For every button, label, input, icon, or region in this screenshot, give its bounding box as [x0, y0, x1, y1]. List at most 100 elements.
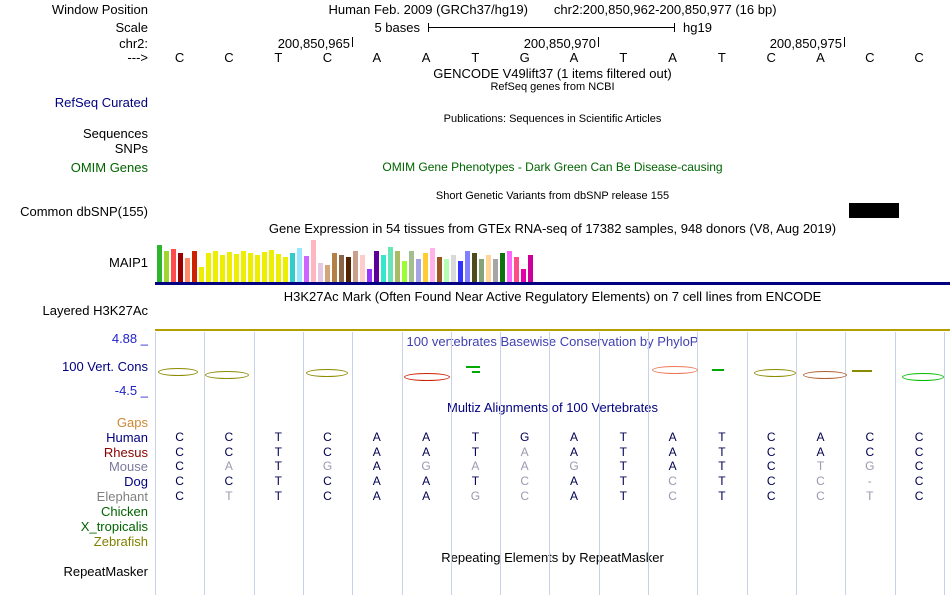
left-label-gaps[interactable]: Gaps — [116, 415, 148, 430]
left-label-chicken[interactable]: Chicken — [101, 504, 148, 519]
alignment-base-rhesus: A — [668, 445, 677, 459]
left-label-vert-cons[interactable]: 100 Vert. Cons — [62, 359, 148, 374]
base-gridline — [943, 332, 945, 595]
left-label-sequences[interactable]: Sequences — [82, 126, 148, 141]
alignment-base-mouse: T — [816, 459, 825, 473]
track-title-omim[interactable]: OMIM Gene Phenotypes - Dark Green Can Be… — [382, 160, 723, 174]
track-title-h3k27ac[interactable]: H3K27Ac Mark (Often Found Near Active Re… — [283, 289, 822, 304]
gtex-bar — [255, 255, 260, 282]
left-label-cons-min: -4.5 _ — [114, 383, 148, 398]
left-label-rhesus[interactable]: Rhesus — [103, 445, 148, 460]
track-title-repeatmasker[interactable]: Repeating Elements by RepeatMasker — [441, 550, 664, 565]
alignment-base-human: C — [323, 430, 332, 444]
left-label-repeatmasker[interactable]: RepeatMasker — [63, 564, 148, 579]
reference-base: A — [668, 50, 677, 65]
track-title-refseq[interactable]: RefSeq genes from NCBI — [490, 81, 615, 93]
left-gutter: Window Position Scale chr2: ---> RefSeq Cura… — [0, 0, 152, 595]
base-gridline — [549, 332, 551, 595]
base-gridline — [795, 332, 797, 595]
base-gridline — [352, 332, 354, 595]
alignment-base-rhesus: C — [224, 445, 234, 459]
alignment-base-rhesus: C — [323, 445, 332, 459]
track-title-publications[interactable]: Publications: Sequences in Scientific Ar… — [443, 113, 662, 125]
alignment-base-rhesus: T — [274, 445, 282, 459]
gtex-bar — [346, 257, 351, 282]
alignment-base-rhesus: T — [718, 445, 726, 459]
gtex-bar — [157, 245, 162, 282]
left-label-layered-h3k27ac[interactable]: Layered H3K27Ac — [42, 303, 148, 318]
base-gridline — [894, 332, 896, 595]
gtex-bar — [199, 267, 204, 282]
base-gridline — [204, 332, 206, 595]
coordinate-tick — [844, 37, 845, 47]
alignment-base-human: C — [766, 430, 776, 444]
alignment-base-elephant: T — [619, 489, 627, 503]
gtex-bar — [528, 255, 533, 282]
alignment-base-rhesus: T — [619, 445, 627, 459]
left-label-elephant[interactable]: Elephant — [96, 489, 148, 504]
coordinate-tick — [352, 37, 353, 47]
gtex-bar — [269, 250, 274, 282]
alignment-base-human: A — [422, 430, 431, 444]
left-label-zebrafish[interactable]: Zebrafish — [93, 534, 148, 549]
gtex-bar — [213, 251, 218, 282]
alignment-base-rhesus: A — [569, 445, 578, 459]
base-gridline — [253, 332, 255, 595]
alignment-base-elephant: A — [422, 489, 431, 503]
gtex-bar — [325, 265, 330, 282]
alignment-base-elephant: C — [668, 489, 677, 503]
alignment-base-human: C — [224, 430, 234, 444]
base-gridline — [598, 332, 600, 595]
track-title-multiz[interactable]: Multiz Alignments of 100 Vertebrates — [446, 400, 658, 415]
track-title-conservation[interactable]: 100 vertebrates Basewise Conservation by… — [406, 334, 699, 349]
left-label-mouse[interactable]: Mouse — [108, 459, 148, 474]
gtex-bar — [339, 255, 344, 282]
left-label-snps[interactable]: SNPs — [114, 141, 148, 156]
alignment-base-elephant: A — [372, 489, 381, 503]
gtex-bar — [465, 251, 470, 282]
track-title-dbsnp[interactable]: Short Genetic Variants from dbSNP releas… — [435, 190, 670, 202]
gtex-bar — [374, 251, 379, 282]
coordinate-tick — [598, 37, 599, 47]
left-label-common-dbsnp[interactable]: Common dbSNP(155) — [20, 204, 148, 219]
left-label-maip1[interactable]: MAIP1 — [108, 255, 148, 270]
gtex-bar — [395, 251, 400, 282]
track-title-gencode[interactable]: GENCODE V49lift37 (1 items filtered out) — [433, 66, 672, 81]
reference-base: C — [322, 50, 333, 65]
alignment-base-human: T — [471, 430, 480, 444]
conservation-mark — [803, 371, 847, 379]
gtex-bar — [437, 257, 442, 282]
alignment-base-mouse: C — [766, 459, 776, 473]
left-label-cons-max: 4.88 _ — [111, 331, 148, 346]
gtex-bar — [514, 257, 519, 282]
alignment-base-rhesus: T — [471, 445, 480, 459]
coordinate-label: 200,850,970 — [523, 36, 596, 51]
conservation-mark — [852, 370, 872, 372]
alignment-base-dog: C — [914, 474, 924, 488]
alignment-base-elephant: C — [766, 489, 776, 503]
left-label-dog[interactable]: Dog — [124, 474, 148, 489]
conservation-mark — [754, 369, 796, 377]
reference-base: C — [174, 50, 185, 65]
gtex-track-baseline — [155, 282, 950, 285]
left-label-omim-genes[interactable]: OMIM Genes — [70, 160, 148, 175]
alignment-base-elephant: T — [274, 489, 282, 503]
alignment-base-mouse: T — [718, 459, 726, 473]
dbsnp-variant[interactable] — [849, 203, 899, 218]
track-title-gtex[interactable]: Gene Expression in 54 tissues from GTEx … — [268, 221, 837, 236]
base-gridline — [746, 332, 748, 595]
conservation-mark — [404, 373, 450, 381]
gtex-bar — [290, 253, 295, 282]
base-gridline — [500, 332, 502, 595]
scale-bar — [428, 27, 675, 28]
gtex-bar — [472, 253, 477, 282]
left-label-x-tropicalis[interactable]: X_tropicalis — [80, 519, 148, 534]
left-label-human[interactable]: Human — [106, 430, 148, 445]
gtex-bar — [311, 240, 316, 282]
gtex-bar — [388, 247, 393, 282]
left-label-refseq-curated[interactable]: RefSeq Curated — [54, 95, 148, 110]
base-gridline — [450, 332, 452, 595]
alignment-base-elephant: A — [569, 489, 578, 503]
gtex-bar — [164, 251, 169, 282]
conservation-mark — [205, 371, 249, 379]
